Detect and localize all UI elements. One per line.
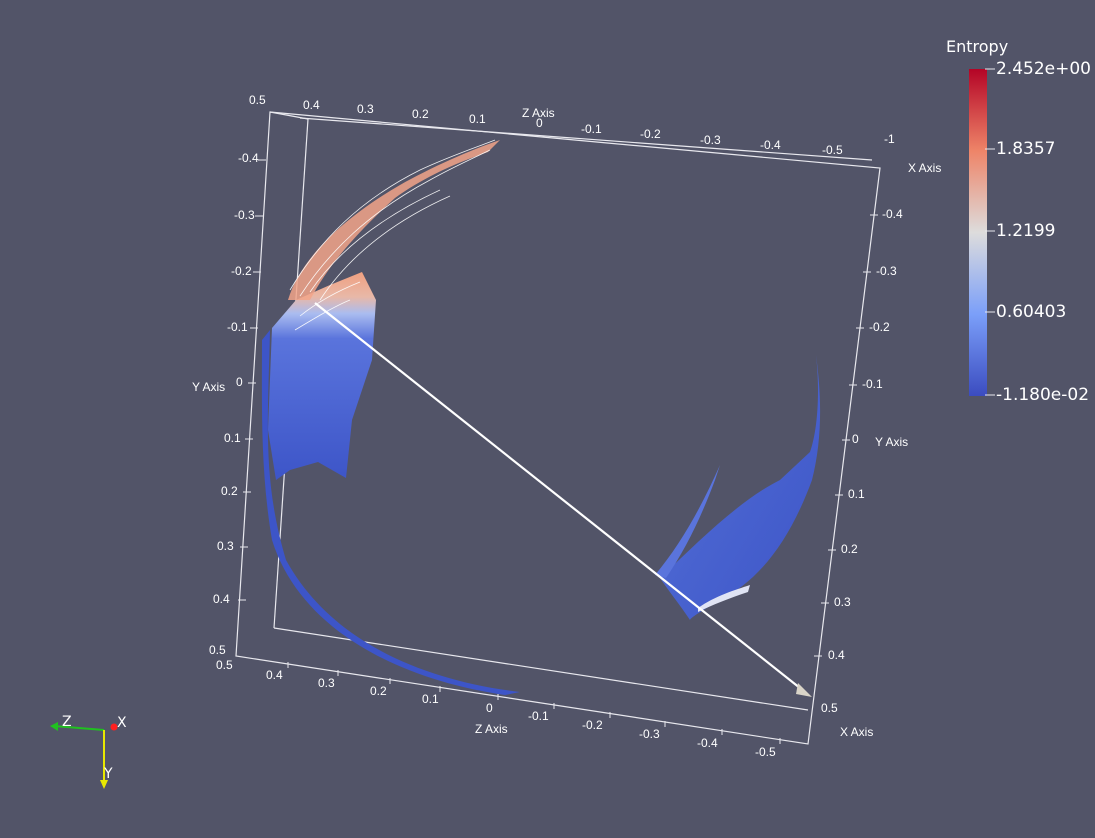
x-axis-title: X Axis: [908, 161, 941, 175]
colorbar-max-label: 2.452e+00: [996, 59, 1092, 79]
orientation-y-label: Y: [103, 766, 113, 782]
x-tick: -0.5: [755, 745, 776, 759]
y-tick: -0.1: [227, 320, 248, 334]
x-tick: -1: [884, 132, 895, 146]
z-tick: 0.1: [422, 692, 439, 706]
colorbar-tick-label: 1.2199: [996, 221, 1056, 241]
y-tick: 0: [236, 375, 243, 389]
y-tick: 0.5: [821, 701, 838, 715]
y-tick: -0.1: [862, 377, 883, 391]
x-axis-title-bottom: X Axis: [840, 725, 873, 739]
y-tick: 0.2: [221, 484, 238, 498]
right-y-axis: -0.4 -0.3 -0.2 -0.1 0 0.1 0.2 0.3 0.4 0.…: [821, 207, 908, 715]
z-tick: 0.4: [266, 668, 283, 682]
x-tick: -0.5: [822, 143, 843, 157]
x-tick: -0.3: [639, 727, 660, 741]
tick-marks: [238, 159, 878, 744]
z-axis-title: Z Axis: [522, 106, 555, 120]
z-tick: 0.4: [303, 98, 320, 112]
colorbar-title: Entropy: [946, 37, 1009, 56]
y-tick: 0: [852, 432, 859, 446]
z-tick: 0.3: [357, 102, 374, 116]
z-tick: 0: [486, 701, 493, 715]
y-tick: 0.3: [834, 595, 851, 609]
y-tick: -0.2: [231, 264, 252, 278]
x-tick: -0.1: [528, 709, 549, 723]
z-axis-title-bottom: Z Axis: [475, 722, 508, 736]
x-tick: -0.2: [640, 127, 661, 141]
entropy-sheet-right: [655, 355, 821, 620]
z-tick: 0.3: [318, 676, 335, 690]
colorbar-tick-label: 0.60403: [996, 302, 1067, 322]
z-tick: 0.1: [469, 112, 486, 126]
y-tick: 0.1: [224, 431, 241, 445]
z-tick: 0: [536, 116, 543, 130]
y-tick: -0.3: [234, 208, 255, 222]
y-tick: -0.4: [238, 151, 259, 165]
x-tick: -0.4: [760, 138, 781, 152]
top-x-axis: -0.1 -0.2 -0.3 -0.4 -0.5 -1 X Axis: [581, 122, 941, 175]
y-tick: -0.3: [876, 264, 897, 278]
z-tick: 0.5: [216, 658, 233, 672]
x-tick: -0.2: [582, 718, 603, 732]
y-tick: 0.4: [213, 592, 230, 606]
z-tick: 0.2: [412, 107, 429, 121]
bottom-x-axis: -0.1 -0.2 -0.3 -0.4 -0.5 X Axis: [528, 709, 873, 759]
x-tick: -0.1: [581, 122, 602, 136]
y-tick: 0.2: [841, 542, 858, 556]
left-y-axis: -0.4 -0.3 -0.2 -0.1 0 0.1 0.2 0.3 0.4 0.…: [192, 151, 259, 657]
y-tick: -0.4: [882, 207, 903, 221]
y-tick: 0.4: [828, 648, 845, 662]
z-tick: 0.5: [249, 93, 266, 107]
bottom-z-axis: 0.5 0.4 0.3 0.2 0.1 0 Z Axis: [216, 658, 508, 736]
y-axis-title: Y Axis: [192, 380, 225, 394]
x-tick: -0.4: [697, 736, 718, 750]
probe-line-arrow: [314, 302, 812, 697]
orientation-x-label: X: [117, 715, 127, 731]
z-tick: 0.2: [370, 684, 387, 698]
colorbar-min-label: -1.180e-02: [996, 385, 1090, 405]
y-tick: 0.3: [217, 539, 234, 553]
y-tick: -0.2: [869, 320, 890, 334]
colorbar-tick-label: 1.8357: [996, 139, 1056, 159]
y-axis-title-right: Y Axis: [875, 435, 908, 449]
orientation-z-label: Z: [62, 714, 72, 730]
y-tick: 0.5: [209, 643, 226, 657]
colorbar: [969, 68, 995, 396]
top-z-axis: 0.5 0.4 0.3 0.2 0.1 0 Z Axis: [249, 93, 555, 130]
orientation-axes: Z X Y: [50, 714, 127, 789]
entropy-sheet-left: [261, 139, 520, 695]
y-tick: 0.1: [848, 487, 865, 501]
x-tick: -0.3: [700, 133, 721, 147]
